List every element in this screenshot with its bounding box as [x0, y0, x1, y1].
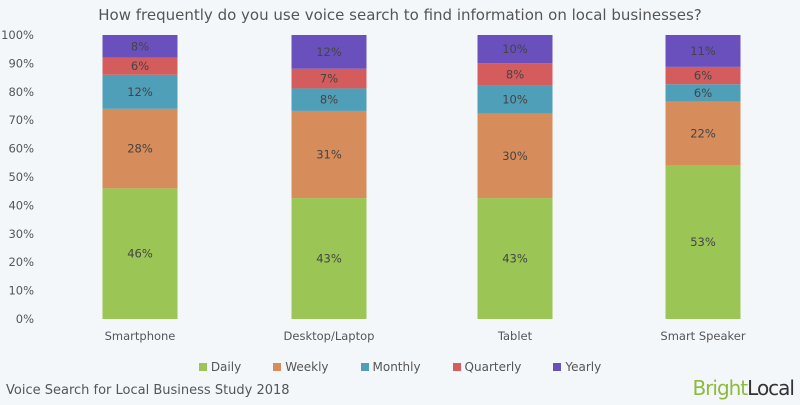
bar-segment-quarterly — [291, 68, 367, 89]
bar-segment-yearly — [665, 35, 741, 67]
bar-segment-quarterly — [477, 63, 553, 86]
legend-item-monthly: Monthly — [360, 360, 421, 374]
logo-bright: Bright — [692, 376, 748, 400]
legend-label: Weekly — [285, 360, 329, 374]
bar-segment-daily — [291, 198, 367, 319]
legend-item-daily: Daily — [198, 360, 242, 374]
y-tick-label: 40% — [8, 198, 34, 212]
x-tick-label: Desktop/Laptop — [284, 329, 375, 343]
y-tick-label: 60% — [8, 142, 34, 156]
bar-segment-monthly — [665, 84, 741, 102]
y-tick-label: 90% — [8, 56, 34, 70]
legend-label: Quarterly — [464, 360, 522, 374]
bar-segment-monthly — [291, 88, 367, 111]
brightlocal-logo: BrightLocal — [692, 376, 795, 400]
y-tick-label: 0% — [16, 312, 34, 326]
y-tick-label: 80% — [8, 85, 34, 99]
data-label: 43% — [502, 252, 528, 266]
data-label: 10% — [502, 42, 528, 56]
legend-swatch — [360, 363, 369, 371]
bar-segment-yearly — [102, 35, 178, 58]
legend-swatch — [553, 363, 562, 371]
footer-source: Voice Search for Local Business Study 20… — [6, 383, 290, 398]
data-label: 12% — [127, 85, 153, 99]
data-label: 6% — [694, 69, 712, 83]
data-label: 10% — [502, 93, 528, 107]
y-tick-label: 20% — [8, 255, 34, 269]
data-label: 46% — [127, 247, 153, 261]
chart-title: How frequently do you use voice search t… — [98, 6, 702, 24]
data-label: 8% — [131, 39, 149, 53]
data-label: 30% — [502, 149, 528, 163]
bar-segment-weekly — [291, 110, 367, 199]
legend-item-quarterly: Quarterly — [452, 360, 522, 374]
legend-swatch — [198, 363, 207, 371]
data-label: 6% — [131, 59, 149, 73]
y-tick-label: 30% — [8, 227, 34, 241]
legend-item-weekly: Weekly — [273, 360, 329, 374]
data-label: 43% — [316, 252, 342, 266]
y-tick-label: 10% — [8, 284, 34, 298]
bar-segment-yearly — [477, 35, 553, 64]
legend-label: Daily — [210, 360, 242, 374]
data-label: 6% — [694, 86, 712, 100]
legend-label: Yearly — [565, 360, 602, 374]
logo-local: Local — [747, 376, 795, 400]
bar-segment-quarterly — [665, 66, 741, 85]
data-label: 12% — [316, 45, 342, 59]
data-label: 8% — [320, 93, 338, 107]
bar-segment-daily — [102, 188, 178, 319]
data-label: 22% — [690, 127, 716, 141]
data-label: 11% — [690, 44, 716, 58]
legend-swatch — [273, 363, 282, 371]
legend-item-yearly: Yearly — [553, 360, 601, 374]
data-label: 31% — [316, 148, 342, 162]
bar-segment-weekly — [102, 108, 178, 189]
y-tick-label: 50% — [8, 170, 34, 184]
data-label: 28% — [127, 142, 153, 156]
x-tick-label: Smartphone — [105, 329, 176, 343]
x-tick-label: Tablet — [497, 329, 533, 343]
y-tick-label: 70% — [8, 113, 34, 127]
legend-swatch — [452, 363, 461, 371]
bar-segment-quarterly — [102, 57, 178, 75]
bar-segment-yearly — [291, 35, 367, 69]
bar-segment-weekly — [665, 101, 741, 166]
bar-segment-monthly — [102, 74, 178, 109]
data-label: 8% — [506, 67, 524, 81]
y-tick-label: 100% — [1, 28, 34, 42]
data-label: 7% — [320, 72, 338, 86]
bar-segment-daily — [477, 198, 553, 319]
legend: Daily Weekly Monthly Quarterly Yearly — [0, 360, 800, 374]
bar-segment-monthly — [477, 85, 553, 114]
data-label: 53% — [690, 235, 716, 249]
legend-label: Monthly — [372, 360, 421, 374]
bar-segment-daily — [665, 165, 741, 319]
x-tick-label: Smart Speaker — [660, 329, 745, 343]
bar-segment-weekly — [477, 113, 553, 199]
